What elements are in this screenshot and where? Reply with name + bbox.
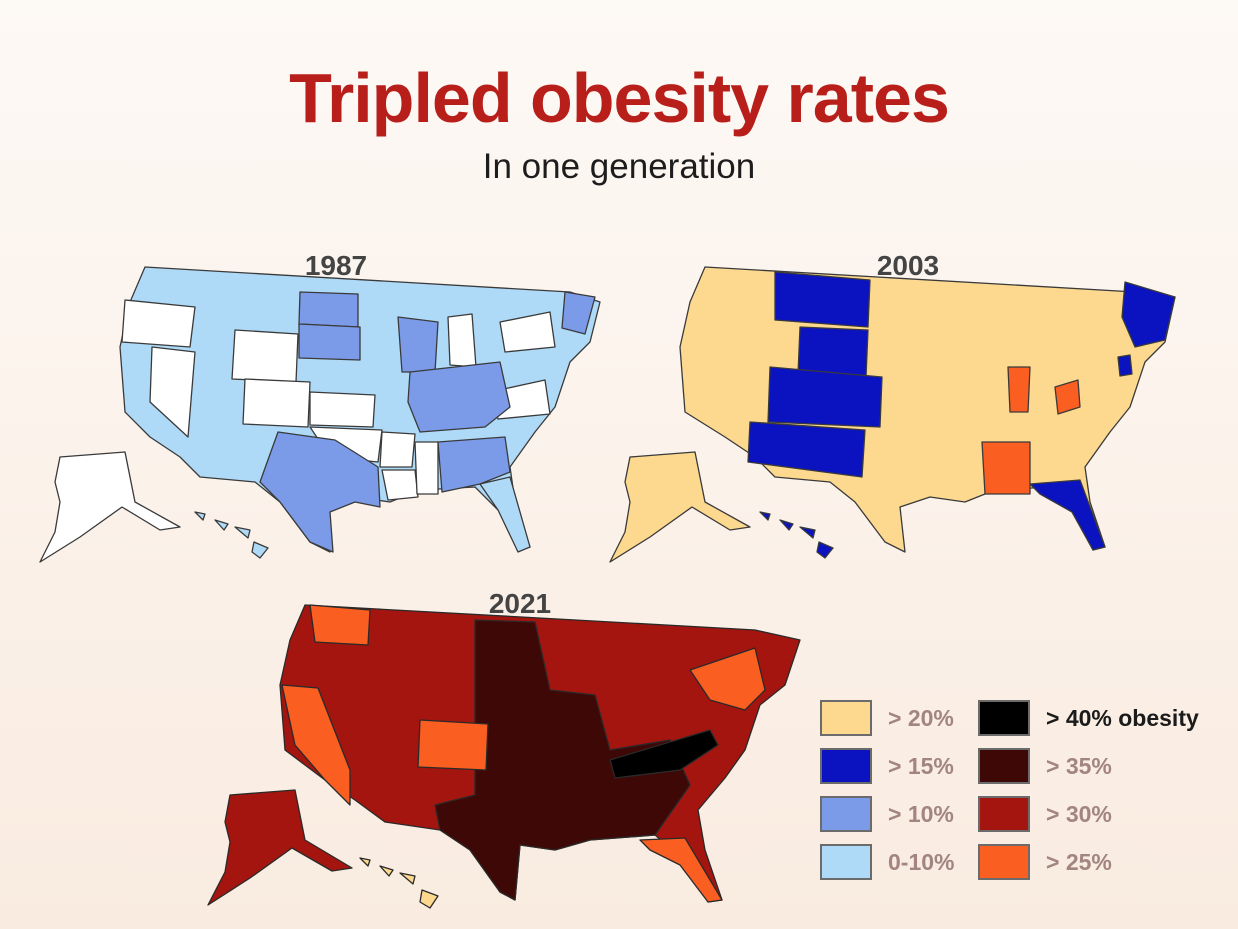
map-1987-north-dakota: [298, 291, 359, 328]
map-2003-alaska: [609, 451, 751, 563]
legend-label-40: > 40% obesity: [1046, 704, 1199, 731]
map-1987-alaska: [39, 451, 181, 563]
map-2003-wyoming: [797, 326, 869, 378]
map-2003-us-outline: [679, 266, 1176, 553]
map-2003-utah-colorado: [767, 366, 883, 428]
legend-swatch-20: [820, 700, 872, 736]
legend-swatch-40: [978, 700, 1030, 736]
page-title: Tripled obesity rates: [289, 59, 950, 137]
map-1987-arkansas: [379, 431, 416, 468]
legend-label-0-10: 0-10%: [888, 848, 955, 875]
legend-swatch-30: [978, 796, 1030, 832]
map-1987-oregon: [121, 299, 196, 348]
map-1987-wyoming: [231, 329, 299, 383]
legend-item-35: > 35%: [978, 748, 1112, 784]
legend-item-20: > 20%: [820, 700, 954, 736]
map-2021-kentucky-wv: [609, 729, 719, 779]
map-1987-texas: [259, 431, 381, 553]
map-2021-florida: [639, 837, 723, 903]
legend-label-30: > 30%: [1046, 800, 1112, 827]
map-1987-southeast: [437, 436, 511, 493]
map-1987-hawaii: [194, 511, 269, 559]
map-1987-wisconsin: [397, 316, 439, 373]
legend-label-25: > 25%: [1046, 848, 1112, 875]
map-2003-year-label: 2003: [876, 250, 940, 281]
legend-label-10: > 10%: [888, 800, 954, 827]
map-2003-florida: [1029, 479, 1106, 551]
legend-item-30: > 30%: [978, 796, 1112, 832]
map-2003-arizona-new-mexico: [747, 421, 866, 478]
map-2021-alaska: [207, 789, 353, 906]
legend-swatch-0-10: [820, 844, 872, 880]
map-1987: [39, 266, 601, 563]
legend-item-10: > 10%: [820, 796, 954, 832]
map-1987-michigan: [447, 313, 477, 368]
legend-item-25: > 25%: [978, 844, 1112, 880]
map-2003-new-jersey: [1117, 354, 1133, 377]
map-2021-northeast: [689, 647, 766, 711]
legend-swatch-35: [978, 748, 1030, 784]
map-2003: [609, 266, 1176, 563]
map-2003-west-virginia: [1054, 379, 1081, 415]
page-subtitle: In one generation: [482, 147, 756, 186]
map-2003-hawaii: [759, 511, 834, 559]
map-2003-montana: [774, 271, 871, 328]
map-1987-mississippi: [414, 441, 439, 495]
map-1987-year-label: 1987: [304, 250, 368, 281]
legend-swatch-10: [820, 796, 872, 832]
map-1987-midwest-east: [407, 361, 511, 433]
map-2021-year-label: 2021: [488, 588, 552, 619]
legend-label-20: > 20%: [888, 704, 954, 731]
legend-swatch-15: [820, 748, 872, 784]
map-2021-colorado: [417, 719, 489, 771]
legend-label-15: > 15%: [888, 752, 954, 779]
map-1987-kansas: [309, 391, 376, 428]
legend-item-0-10: 0-10%: [820, 844, 954, 880]
map-2003-mississippi-alabama: [981, 441, 1031, 495]
map-1987-south-dakota: [298, 323, 361, 361]
map-2021-washington: [309, 604, 371, 646]
legend-item-15: > 15%: [820, 748, 954, 784]
legend-label-35: > 35%: [1046, 752, 1112, 779]
legend: > 20% > 15% > 10% 0-10% > 40% obesity > …: [820, 700, 1230, 900]
map-1987-louisiana: [381, 469, 419, 501]
legend-swatch-25: [978, 844, 1030, 880]
map-1987-florida: [479, 476, 531, 553]
map-2021: [207, 604, 801, 909]
map-2003-indiana: [1007, 366, 1031, 413]
map-1987-new-york: [499, 311, 556, 353]
map-1987-nevada: [149, 346, 196, 438]
map-2021-hawaii: [359, 857, 439, 909]
map-1987-colorado: [242, 378, 311, 428]
map-2003-new-england: [1121, 281, 1176, 348]
legend-item-40: > 40% obesity: [978, 700, 1199, 736]
map-2021-central-states: [434, 619, 691, 901]
map-2021-california: [281, 684, 351, 806]
map-1987-maine: [561, 291, 596, 335]
